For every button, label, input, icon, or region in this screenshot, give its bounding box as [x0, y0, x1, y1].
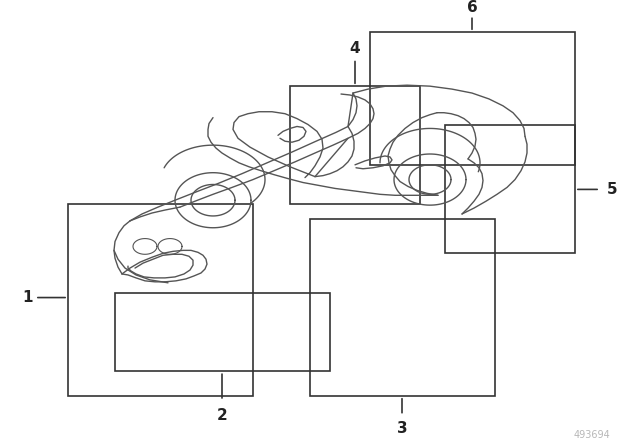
Bar — [370, 32, 575, 165]
Bar — [68, 204, 253, 396]
Bar — [445, 125, 575, 253]
Bar — [290, 86, 420, 204]
Text: 493694: 493694 — [573, 430, 610, 440]
Text: 5: 5 — [607, 182, 618, 197]
Bar — [310, 219, 495, 396]
Text: 2: 2 — [216, 408, 227, 423]
Text: 3: 3 — [397, 421, 407, 436]
Text: 1: 1 — [23, 290, 33, 305]
Text: 6: 6 — [467, 0, 477, 15]
Bar — [115, 293, 330, 371]
Text: 4: 4 — [349, 41, 360, 56]
